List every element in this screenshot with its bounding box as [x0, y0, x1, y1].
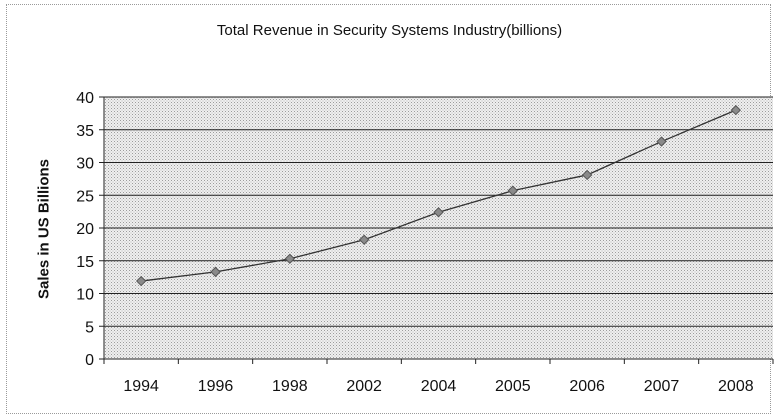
x-tick-label: 2007	[644, 378, 680, 395]
x-tick-label: 2006	[569, 378, 605, 395]
data-point-marker	[358, 234, 370, 245]
y-tick-label: 20	[76, 221, 94, 238]
x-tick-label: 1998	[272, 378, 308, 395]
y-tick-label: 25	[76, 188, 94, 205]
x-tick-label: 1994	[123, 378, 159, 395]
x-tick-label: 2002	[346, 378, 382, 395]
data-point-marker	[656, 136, 667, 147]
data-point-marker	[284, 253, 296, 264]
x-tick-label: 2005	[495, 378, 531, 395]
x-tick-label: 2004	[421, 378, 457, 395]
data-point-marker	[135, 275, 147, 287]
y-tick-label: 30	[76, 156, 94, 173]
data-point-marker	[730, 104, 742, 116]
data-point-marker	[507, 185, 519, 196]
y-tick-label: 15	[76, 254, 94, 271]
data-point-marker	[433, 207, 444, 218]
y-tick-label: 35	[76, 123, 94, 140]
data-point-marker	[581, 169, 593, 181]
x-tick-label: 1996	[198, 378, 234, 395]
y-tick-label: 40	[76, 90, 94, 107]
y-tick-label: 5	[85, 319, 94, 336]
y-tick-label: 10	[76, 287, 94, 304]
data-point-marker	[210, 266, 221, 278]
chart-title: Total Revenue in Security Systems Indust…	[216, 22, 563, 39]
y-tick-label: 0	[85, 352, 94, 369]
x-tick-label: 2008	[718, 378, 754, 395]
